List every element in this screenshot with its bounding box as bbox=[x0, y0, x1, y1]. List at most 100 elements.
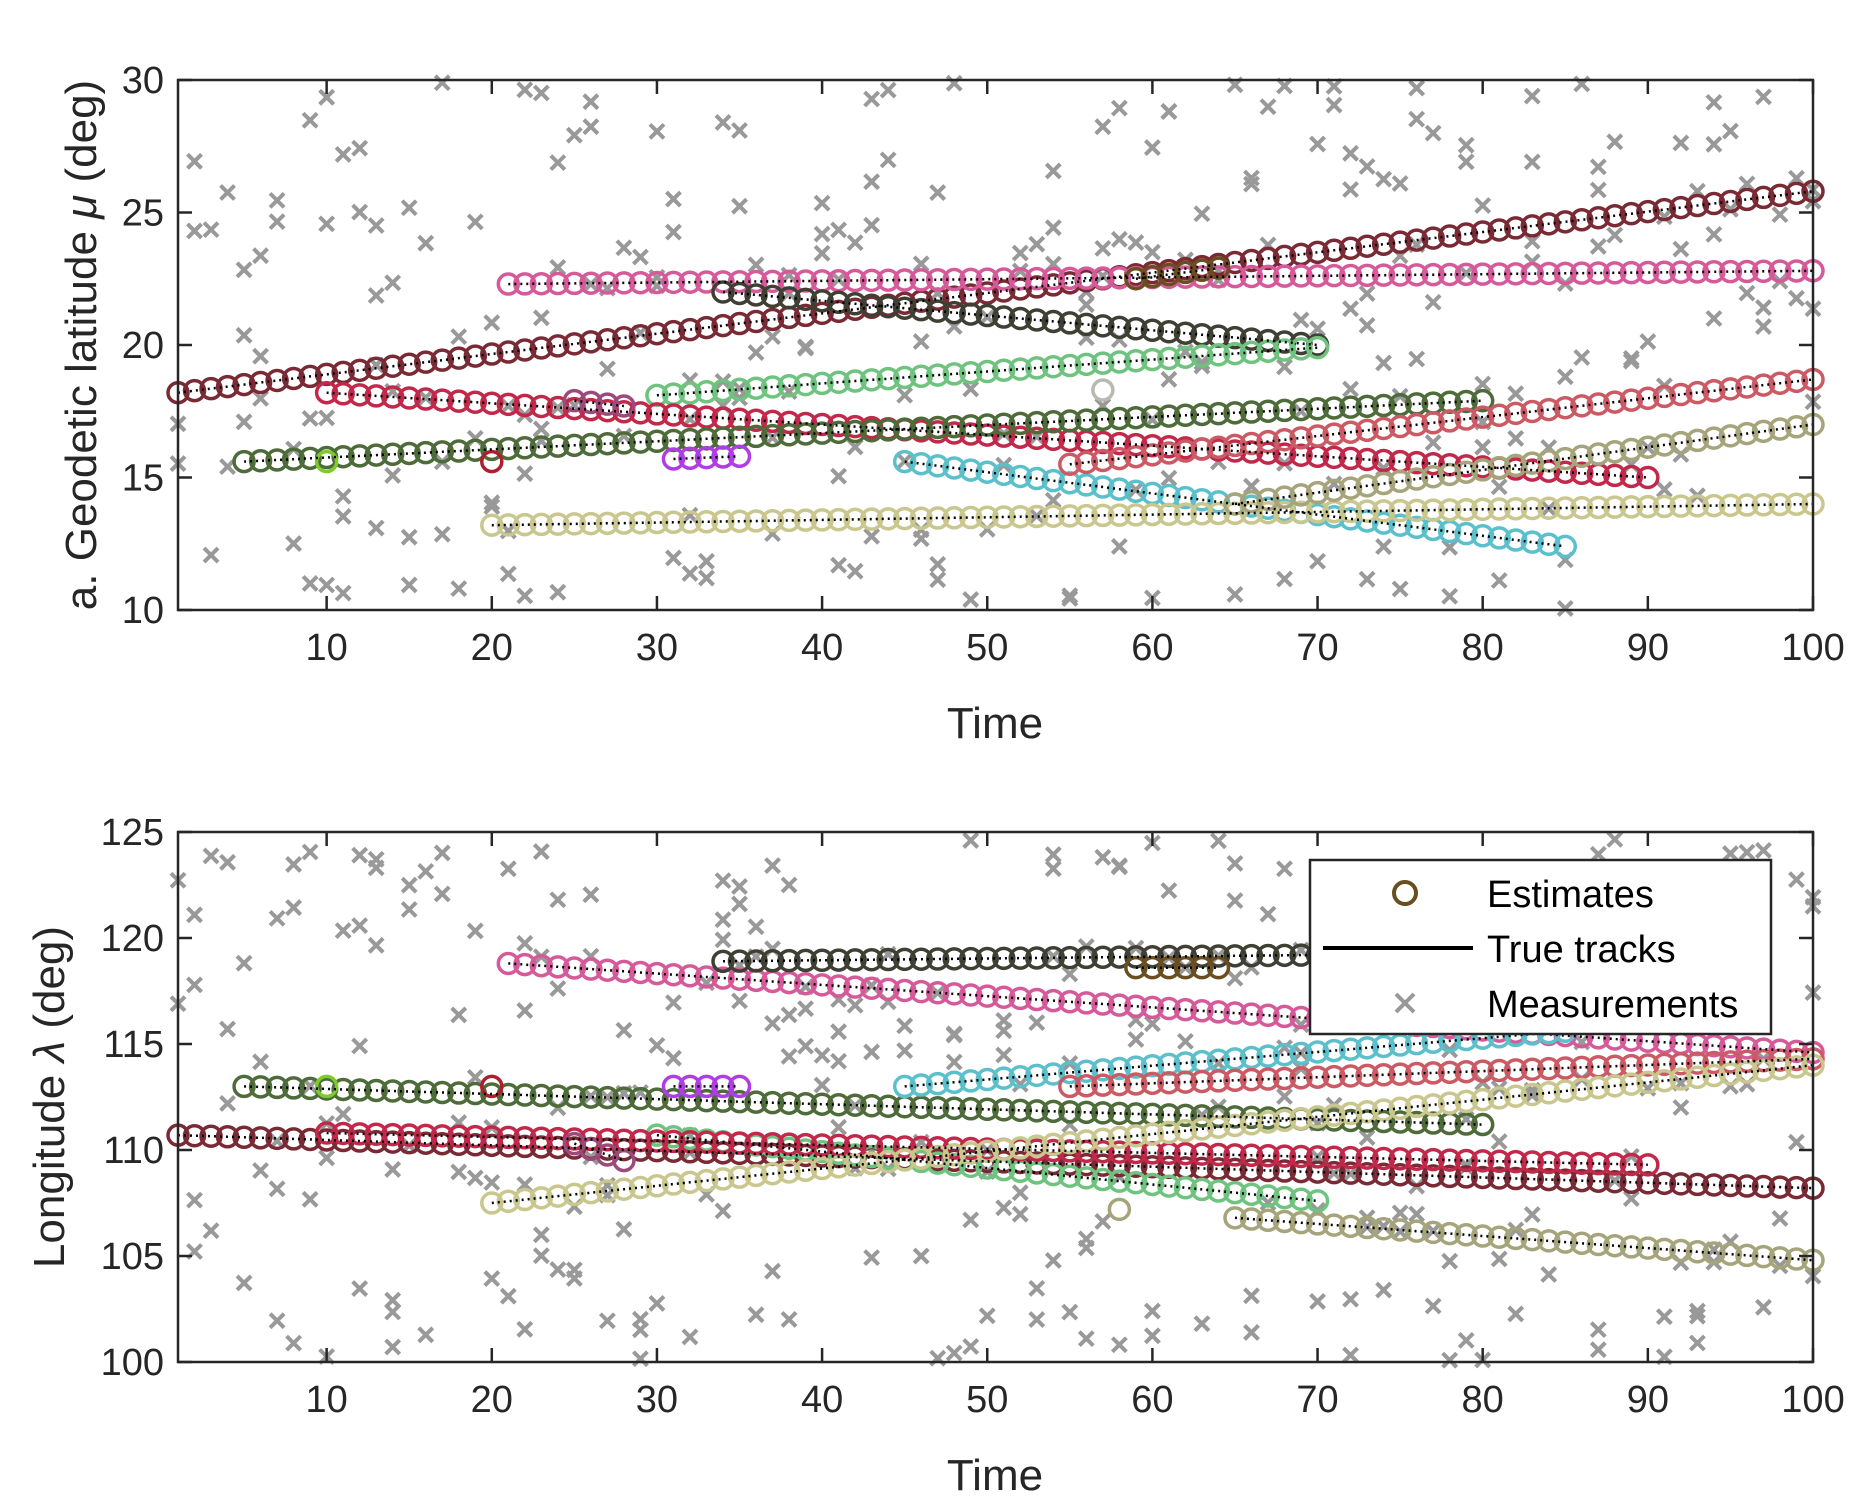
latitude-estimate-point bbox=[1239, 248, 1264, 273]
longitude-measurement bbox=[252, 1053, 269, 1071]
longitude-estimate-point bbox=[1768, 1246, 1792, 1270]
latitude-measurement bbox=[285, 535, 303, 552]
latitude-estimate-point bbox=[1751, 259, 1776, 284]
longitude-estimate-point bbox=[975, 946, 999, 971]
latitude-measurement bbox=[318, 409, 336, 427]
longitude-x-tick-label: 40 bbox=[801, 1379, 843, 1421]
longitude-measurement bbox=[1243, 1324, 1260, 1341]
longitude-measurement bbox=[1028, 1311, 1046, 1328]
latitude-estimate-point bbox=[1338, 499, 1363, 524]
latitude-estimate-point bbox=[1322, 422, 1346, 446]
latitude-measurement bbox=[912, 333, 930, 350]
longitude-measurement bbox=[912, 1247, 930, 1265]
longitude-estimate-point bbox=[1371, 1034, 1396, 1059]
latitude-estimate-point bbox=[546, 512, 570, 536]
latitude-estimate-point bbox=[1619, 201, 1644, 226]
longitude-true-track-2 bbox=[508, 962, 1814, 1054]
longitude-measurement bbox=[499, 1287, 517, 1305]
longitude-measurement bbox=[1788, 871, 1805, 889]
latitude-measurement bbox=[1523, 87, 1541, 105]
longitude-measurement bbox=[1226, 969, 1244, 987]
longitude-measurement bbox=[1011, 1205, 1029, 1223]
longitude-measurement bbox=[483, 1174, 501, 1191]
latitude-estimate-point bbox=[1322, 238, 1346, 263]
longitude-estimate-point bbox=[1669, 1067, 1693, 1091]
longitude-x-axis-title: Time bbox=[947, 1451, 1043, 1500]
longitude-estimate-point bbox=[1256, 1110, 1280, 1134]
latitude-estimate-point bbox=[612, 394, 636, 418]
longitude-measurement bbox=[648, 1036, 666, 1054]
longitude-estimate-point bbox=[1041, 1132, 1066, 1157]
latitude-measurement bbox=[747, 256, 765, 274]
latitude-measurement bbox=[1441, 538, 1459, 556]
latitude-measurement bbox=[698, 552, 715, 570]
latitude-measurement bbox=[202, 221, 220, 239]
latitude-estimate-point bbox=[1173, 345, 1198, 369]
latitude-measurement bbox=[384, 467, 402, 484]
longitude-measurement bbox=[400, 901, 418, 918]
latitude-measurement bbox=[532, 309, 550, 327]
longitude-measurement bbox=[268, 909, 286, 927]
latitude-measurement bbox=[863, 173, 881, 191]
latitude-estimate-point bbox=[562, 388, 587, 413]
latitude-x-tick-label: 100 bbox=[1781, 627, 1844, 669]
longitude-estimate-point bbox=[1091, 1153, 1115, 1177]
latitude-true-track-8 bbox=[574, 399, 625, 408]
longitude-estimate-point bbox=[364, 1078, 388, 1103]
latitude-estimate-point bbox=[1289, 483, 1313, 507]
latitude-measurement bbox=[1457, 136, 1475, 154]
latitude-true-track-5 bbox=[656, 346, 1318, 397]
longitude-estimate-point bbox=[1058, 1164, 1082, 1188]
longitude-measurement bbox=[780, 876, 798, 894]
latitude-measurement bbox=[1243, 175, 1260, 193]
latitude-estimate-point bbox=[810, 301, 834, 326]
latitude-estimate-point bbox=[892, 417, 917, 441]
latitude-estimate-point bbox=[892, 449, 917, 474]
longitude-measurement bbox=[351, 1037, 369, 1055]
longitude-estimate-point bbox=[546, 955, 570, 979]
longitude-measurement bbox=[945, 1025, 963, 1043]
latitude-estimate-point bbox=[1503, 453, 1528, 478]
longitude-true-track-8 bbox=[573, 1142, 625, 1162]
latitude-estimate-point bbox=[1735, 421, 1759, 446]
latitude-true-tracks bbox=[177, 190, 1814, 548]
latitude-estimate-point bbox=[1586, 442, 1611, 466]
longitude-measurement bbox=[714, 872, 732, 890]
latitude-measurement bbox=[1705, 135, 1723, 153]
longitude-measurement bbox=[830, 1118, 848, 1136]
latitude-estimate-point bbox=[1140, 502, 1165, 527]
longitude-measurement bbox=[780, 1311, 798, 1328]
latitude-estimate-point bbox=[1025, 410, 1049, 435]
longitude-estimate-point bbox=[1289, 1210, 1313, 1235]
latitude-estimate-point bbox=[694, 380, 719, 404]
longitude-estimate-point bbox=[1636, 1171, 1660, 1195]
latitude-measurement bbox=[1474, 197, 1492, 214]
latitude-measurement bbox=[400, 199, 418, 217]
longitude-measurement bbox=[516, 1002, 534, 1020]
latitude-estimate-point bbox=[1619, 388, 1644, 412]
latitude-measurement bbox=[863, 90, 881, 108]
latitude-measurement bbox=[1325, 475, 1343, 493]
latitude-measurement bbox=[945, 74, 963, 92]
longitude-estimate-point bbox=[1603, 1074, 1627, 1098]
latitude-estimate-point bbox=[364, 356, 388, 381]
longitude-measurement bbox=[1143, 1302, 1161, 1320]
longitude-measurement bbox=[202, 847, 220, 865]
latitude-measurement bbox=[516, 81, 534, 99]
latitude-measurement bbox=[1160, 102, 1178, 120]
longitude-measurement bbox=[1077, 1239, 1095, 1257]
latitude-estimate-point bbox=[1735, 493, 1759, 517]
longitude-measurement bbox=[1044, 846, 1062, 863]
longitude-estimate-point bbox=[628, 960, 653, 985]
longitude-estimate-point bbox=[1107, 1125, 1132, 1150]
latitude-estimate-point bbox=[1173, 403, 1198, 428]
latitude-estimate-point bbox=[711, 280, 735, 304]
latitude-measurement bbox=[450, 328, 468, 346]
latitude-x-tick-label: 50 bbox=[966, 627, 1008, 669]
longitude-measurement bbox=[1606, 1172, 1624, 1190]
longitude-measurement bbox=[945, 1344, 963, 1362]
longitude-estimate-point bbox=[1025, 1099, 1049, 1123]
latitude-estimate-point bbox=[1256, 246, 1280, 271]
latitude-measurement bbox=[351, 203, 369, 221]
latitude-measurement bbox=[582, 93, 600, 111]
